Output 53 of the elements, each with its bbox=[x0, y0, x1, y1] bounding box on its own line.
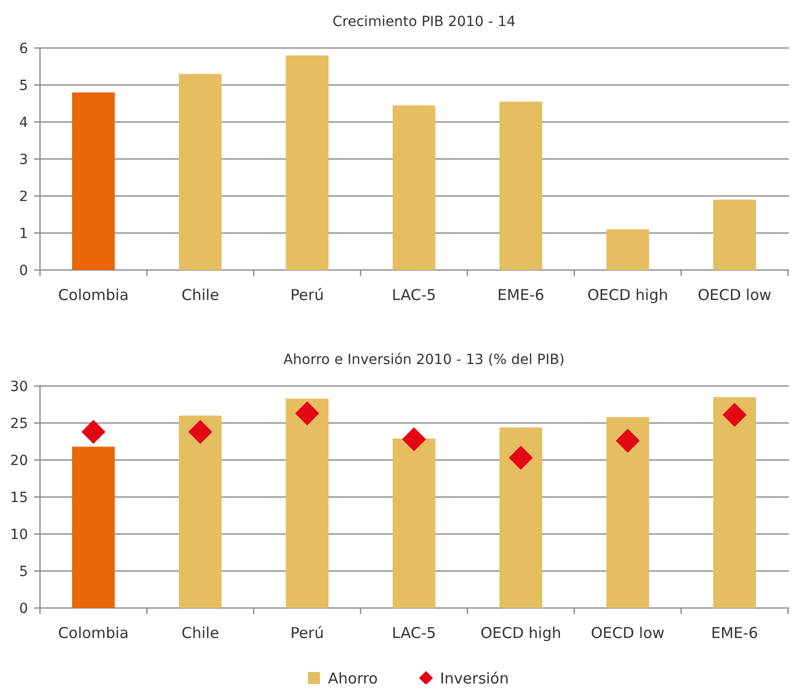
x-tick-label: LAC-5 bbox=[392, 286, 436, 304]
y-tick-label: 0 bbox=[19, 262, 28, 279]
bar bbox=[392, 438, 436, 608]
x-tick-label: OECD high bbox=[587, 286, 668, 304]
bar bbox=[72, 92, 115, 270]
bar bbox=[286, 398, 329, 608]
bar bbox=[713, 397, 756, 608]
point bbox=[508, 446, 533, 470]
y-tick-label: 4 bbox=[19, 114, 28, 131]
point bbox=[188, 420, 212, 444]
y-tick-label: 10 bbox=[10, 526, 28, 543]
x-tick-label: Perú bbox=[290, 286, 324, 304]
bar bbox=[392, 105, 436, 270]
bar bbox=[606, 229, 650, 270]
legend-label: Inversión bbox=[440, 669, 509, 688]
bar bbox=[178, 74, 222, 270]
y-tick-label: 2 bbox=[19, 188, 28, 205]
x-tick-label: OECD low bbox=[698, 286, 772, 304]
x-tick-label: Colombia bbox=[58, 286, 129, 304]
y-tick-label: 5 bbox=[19, 78, 28, 94]
y-tick-label: 3 bbox=[19, 152, 28, 168]
x-tick-label: OECD high bbox=[480, 624, 562, 642]
x-tick-label: OECD low bbox=[590, 624, 665, 642]
legend-label: Ahorro bbox=[328, 669, 378, 688]
point bbox=[81, 420, 106, 444]
chart-title: Crecimiento PIB 2010 - 14 bbox=[332, 14, 516, 30]
y-tick-label: 30 bbox=[10, 378, 28, 395]
x-tick-label: EME-6 bbox=[497, 286, 544, 304]
y-tick-label: 6 bbox=[19, 40, 28, 57]
x-tick-label: Chile bbox=[182, 286, 220, 304]
point bbox=[402, 427, 426, 452]
x-tick-label: Perú bbox=[290, 624, 324, 642]
x-tick-label: EME-6 bbox=[711, 624, 758, 642]
bar bbox=[499, 102, 542, 270]
bar bbox=[713, 200, 756, 270]
y-tick-label: 1 bbox=[19, 226, 28, 242]
point bbox=[295, 401, 320, 426]
y-tick-label: 0 bbox=[19, 600, 28, 617]
bar bbox=[286, 55, 329, 270]
x-tick-label: LAC-5 bbox=[392, 624, 436, 642]
bar bbox=[606, 417, 650, 608]
y-tick-label: 15 bbox=[10, 490, 28, 506]
point bbox=[722, 402, 747, 427]
x-tick-label: Colombia bbox=[58, 624, 129, 642]
y-tick-label: 20 bbox=[10, 452, 28, 469]
bar bbox=[72, 446, 115, 608]
x-tick-label: Chile bbox=[182, 624, 220, 642]
y-tick-label: 5 bbox=[19, 564, 28, 580]
bar bbox=[178, 416, 222, 608]
chart-title: Ahorro e Inversión 2010 - 13 (% del PIB) bbox=[283, 352, 565, 368]
point bbox=[616, 428, 640, 453]
bar bbox=[499, 427, 542, 608]
y-tick-label: 25 bbox=[10, 416, 28, 432]
